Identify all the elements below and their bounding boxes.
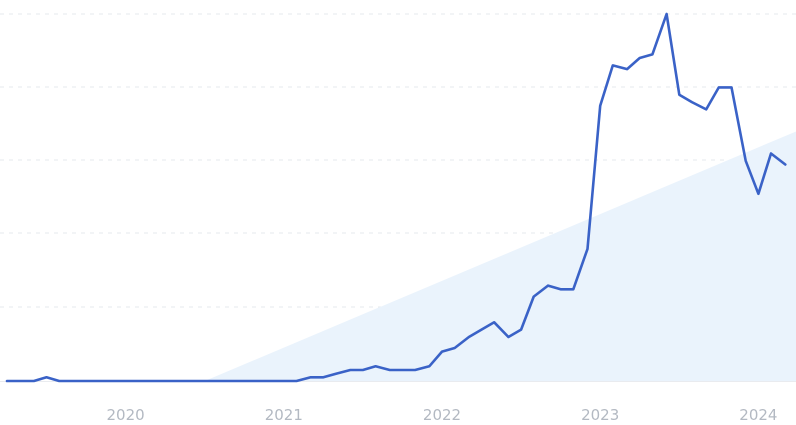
x-tick-label: 2022	[423, 406, 461, 424]
x-axis-ticks: 2020 2021 2022 2023 2024	[107, 406, 778, 424]
x-tick-label: 2021	[265, 406, 303, 424]
x-tick-label: 2024	[739, 406, 777, 424]
x-tick-label: 2023	[581, 406, 619, 424]
x-tick-label: 2020	[107, 406, 145, 424]
series-line	[5, 12, 787, 383]
trend-area	[204, 131, 796, 381]
